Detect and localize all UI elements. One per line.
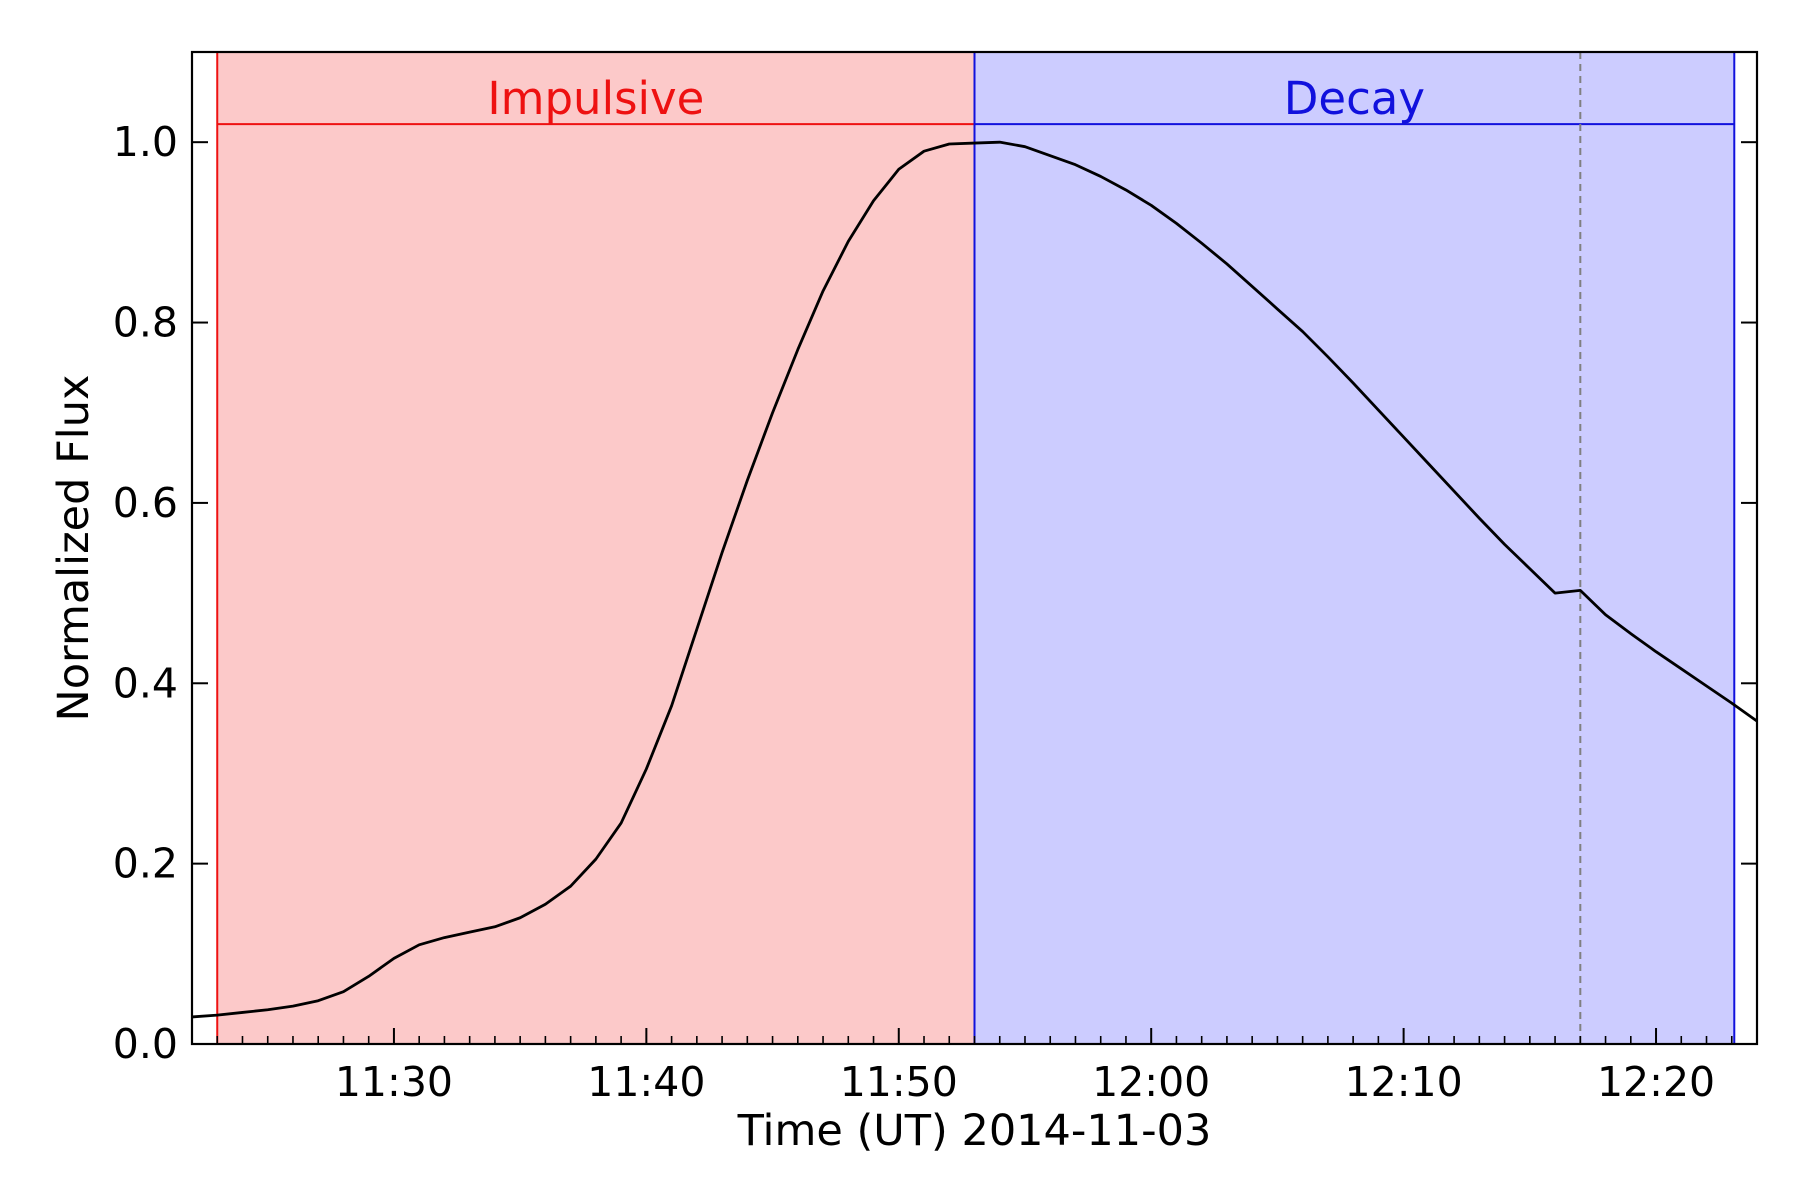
y-tick-label: 0.4 bbox=[113, 659, 178, 707]
y-tick-label: 0.2 bbox=[113, 840, 178, 888]
decay-phase-label: Decay bbox=[1284, 72, 1425, 125]
x-tick-label: 11:40 bbox=[587, 1058, 705, 1106]
flux-series-line bbox=[191, 140, 1758, 1019]
impulsive-phase-region bbox=[217, 52, 975, 1044]
series-layer bbox=[191, 140, 1758, 1019]
x-tick-label: 11:30 bbox=[335, 1058, 453, 1106]
x-tick-label: 12:00 bbox=[1092, 1058, 1210, 1106]
y-tick-label: 0.0 bbox=[113, 1020, 178, 1068]
y-tick-label: 0.6 bbox=[113, 479, 178, 527]
decay-phase-region bbox=[974, 52, 1735, 1044]
x-tick-label: 12:10 bbox=[1345, 1058, 1463, 1106]
y-axis-title: Normalized Flux bbox=[49, 375, 99, 722]
phase-regions bbox=[216, 52, 1736, 1044]
y-tick-label: 1.0 bbox=[113, 118, 178, 166]
x-tick-label: 11:50 bbox=[840, 1058, 958, 1106]
x-axis-title: Time (UT) 2014-11-03 bbox=[737, 1106, 1212, 1156]
y-tick-label: 0.8 bbox=[113, 299, 178, 347]
tick-layer bbox=[191, 141, 1758, 1045]
impulsive-phase-label: Impulsive bbox=[487, 72, 704, 125]
label-layer: Impulsive Decay 0.0 0.2 0.4 0.6 0.8 1.0 11:30 11:… bbox=[113, 72, 1715, 1106]
x-tick-label: 12:20 bbox=[1597, 1058, 1715, 1106]
